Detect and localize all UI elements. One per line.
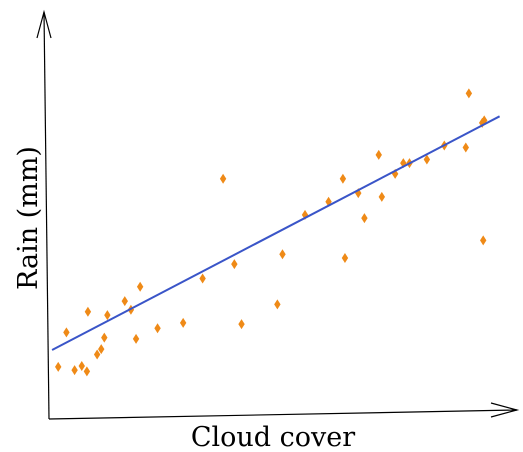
data-point-3 [71, 365, 78, 376]
data-point-2 [63, 327, 70, 338]
data-point-29 [361, 213, 368, 224]
trend-line [51, 115, 501, 351]
data-point-15 [154, 323, 161, 334]
data-points [55, 88, 488, 377]
data-point-36 [462, 142, 469, 153]
x-axis-line [48, 409, 518, 420]
data-point-26 [341, 253, 349, 264]
data-point-28 [375, 149, 382, 160]
data-point-9 [101, 332, 108, 343]
data-point-37 [465, 88, 473, 99]
data-point-4 [78, 361, 85, 372]
data-point-11 [121, 296, 128, 307]
data-point-16 [179, 317, 187, 328]
data-point-1 [55, 361, 62, 372]
data-point-10 [104, 310, 111, 321]
data-point-19 [231, 259, 238, 270]
y-axis-title: Rain (mm) [13, 146, 44, 290]
data-point-13 [132, 333, 140, 344]
x-axis-arrowhead [490, 402, 520, 418]
data-point-20 [238, 319, 245, 330]
y-axis-arrowhead [36, 9, 52, 39]
data-point-30 [378, 191, 386, 202]
data-point-8 [98, 344, 105, 355]
y-axis-line [43, 11, 50, 420]
data-point-6 [83, 366, 91, 377]
x-axis-title: Cloud cover [191, 422, 355, 452]
data-point-34 [423, 154, 431, 165]
data-point-17 [199, 273, 206, 284]
data-point-40 [480, 235, 487, 246]
data-point-7 [84, 306, 92, 317]
data-point-18 [219, 173, 227, 184]
data-point-22 [279, 249, 286, 260]
data-point-5 [93, 349, 101, 360]
data-point-21 [274, 299, 281, 310]
data-point-25 [339, 173, 347, 184]
data-point-14 [136, 281, 144, 292]
axes [36, 9, 520, 420]
